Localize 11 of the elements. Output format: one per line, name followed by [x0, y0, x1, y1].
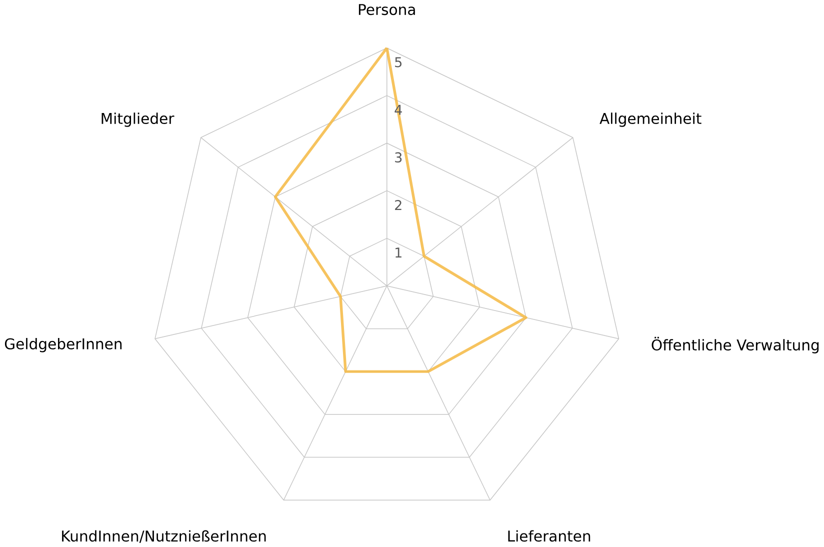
spoke-label: Persona	[358, 4, 415, 16]
y-tick-label: 1	[396, 248, 402, 258]
spoke-label: Allgemeinheit	[600, 112, 702, 127]
spoke-label: GeldgeberInnen	[4, 338, 122, 352]
spoke-label: Mitglieder	[102, 112, 174, 127]
spoke-label: KundInnen/NutznießerInnen	[62, 530, 266, 543]
y-tick-label: 2	[395, 200, 402, 210]
spoke-label: Lieferanten	[508, 530, 590, 542]
spoke-label: Öffentliche Verwaltung	[652, 336, 819, 354]
y-tick-label: 3	[395, 152, 402, 163]
y-tick-label: 5	[395, 57, 402, 68]
